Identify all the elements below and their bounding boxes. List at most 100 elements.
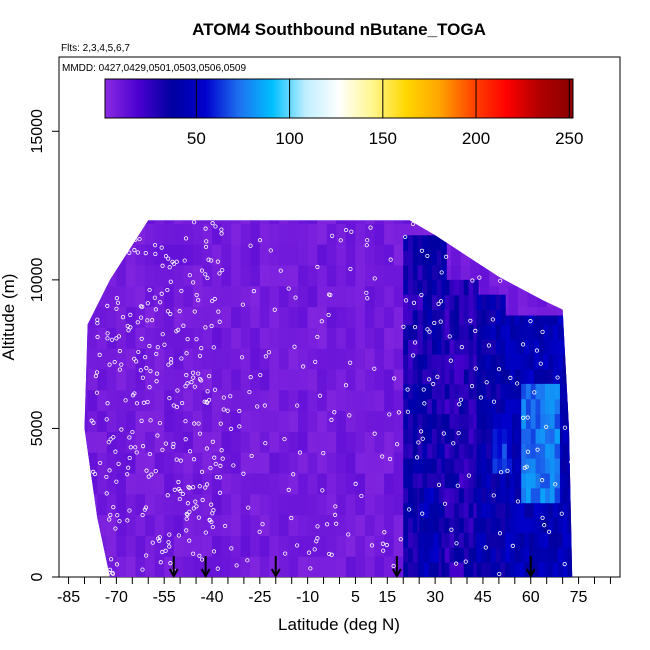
heatmap-cell [183, 389, 194, 412]
heatmap-cell [384, 244, 395, 266]
sample-point [203, 325, 208, 330]
heatmap-cell [384, 514, 395, 536]
sample-point [185, 501, 190, 506]
heatmap-cell [317, 556, 328, 577]
heatmap-cell [135, 306, 146, 328]
heatmap-cell [116, 327, 127, 349]
heatmap-cell [87, 556, 98, 577]
heatmap-cell [336, 306, 347, 328]
heatmap-cell [384, 556, 395, 577]
heatmap-cell [537, 223, 548, 245]
heatmap-cell [481, 458, 487, 474]
sample-point [110, 571, 116, 576]
heatmap-cell [393, 223, 404, 245]
heatmap-cell [545, 428, 551, 444]
heatmap-cell [106, 514, 117, 536]
sample-point [130, 393, 136, 398]
heatmap-cell [444, 369, 450, 385]
sample-point [426, 377, 432, 382]
heatmap-cell [427, 279, 433, 296]
heatmap-cell [441, 562, 447, 577]
sample-point [404, 298, 409, 303]
heatmap-cell [545, 443, 551, 459]
sample-point [115, 300, 121, 305]
sample-point [113, 526, 118, 531]
heatmap-cell [500, 473, 506, 489]
heatmap-cell [173, 514, 184, 536]
sample-point [248, 375, 253, 380]
heatmap-cell [417, 398, 423, 415]
heatmap-cell [508, 265, 519, 287]
heatmap-cell [97, 285, 108, 308]
heatmap-cell [269, 285, 280, 308]
sample-point [206, 257, 211, 262]
heatmap-cell [481, 398, 487, 415]
heatmap-cell [145, 285, 156, 308]
sample-point [145, 301, 150, 306]
heatmap-cell [250, 306, 261, 328]
sample-point [192, 384, 197, 389]
heatmap-cell [403, 413, 409, 429]
heatmap-cell [125, 535, 136, 557]
sample-point [306, 550, 312, 555]
sample-point [99, 253, 105, 258]
heatmap-cell [365, 327, 376, 349]
heatmap-cell [524, 547, 530, 563]
heatmap-cell [183, 306, 194, 328]
heatmap-cell [529, 547, 535, 563]
sample-point [202, 399, 207, 404]
heatmap-cell [298, 369, 309, 391]
heatmap-cell [428, 562, 435, 577]
heatmap-cell [212, 535, 223, 557]
heatmap-cell [97, 473, 108, 495]
heatmap-cell [212, 473, 223, 495]
heatmap-cell [444, 383, 450, 400]
heatmap-cell [288, 514, 299, 536]
sample-point [116, 334, 122, 339]
heatmap-cell [490, 369, 497, 385]
sample-point [143, 505, 149, 510]
sample-point [203, 530, 208, 535]
heatmap-cell [412, 279, 419, 296]
sample-point [186, 484, 191, 490]
sample-point [199, 268, 205, 273]
heatmap-cell [384, 348, 395, 370]
heatmap-cell [514, 473, 521, 489]
heatmap-cell [562, 458, 568, 474]
sample-point [109, 337, 115, 342]
sample-point [263, 441, 268, 446]
heatmap-cell [183, 535, 194, 557]
heatmap-cell [473, 473, 479, 489]
heatmap-cell [431, 339, 438, 355]
heatmap-cell [173, 410, 184, 432]
sample-point [104, 474, 109, 480]
sample-point [98, 254, 103, 259]
heatmap-cell [510, 413, 516, 429]
heatmap-cell [553, 547, 559, 563]
sample-point [144, 365, 149, 371]
heatmap-cell [173, 244, 184, 266]
heatmap-cell [419, 532, 425, 548]
heatmap-cell [116, 410, 127, 432]
heatmap-cell [250, 493, 261, 516]
sample-point [416, 440, 421, 445]
heatmap-cell [212, 493, 223, 516]
heatmap-cell [317, 410, 328, 432]
heatmap-cell [525, 428, 532, 444]
heatmap-cell [288, 431, 299, 453]
heatmap-cell [336, 244, 347, 266]
flight-arrow-head [525, 568, 536, 579]
heatmap-cell [543, 547, 549, 563]
y-tick-label: 10000 [29, 258, 46, 303]
heatmap-cell [444, 398, 450, 415]
heatmap-cell [567, 413, 573, 429]
heatmap-cell [514, 354, 521, 370]
sample-point [104, 417, 109, 422]
heatmap-cell [345, 473, 356, 495]
sample-point [212, 387, 218, 392]
heatmap-cell [441, 369, 447, 385]
heatmap-cell [192, 493, 203, 516]
heatmap-cell [403, 223, 414, 245]
sample-point [92, 262, 98, 267]
heatmap-cell [87, 306, 98, 328]
